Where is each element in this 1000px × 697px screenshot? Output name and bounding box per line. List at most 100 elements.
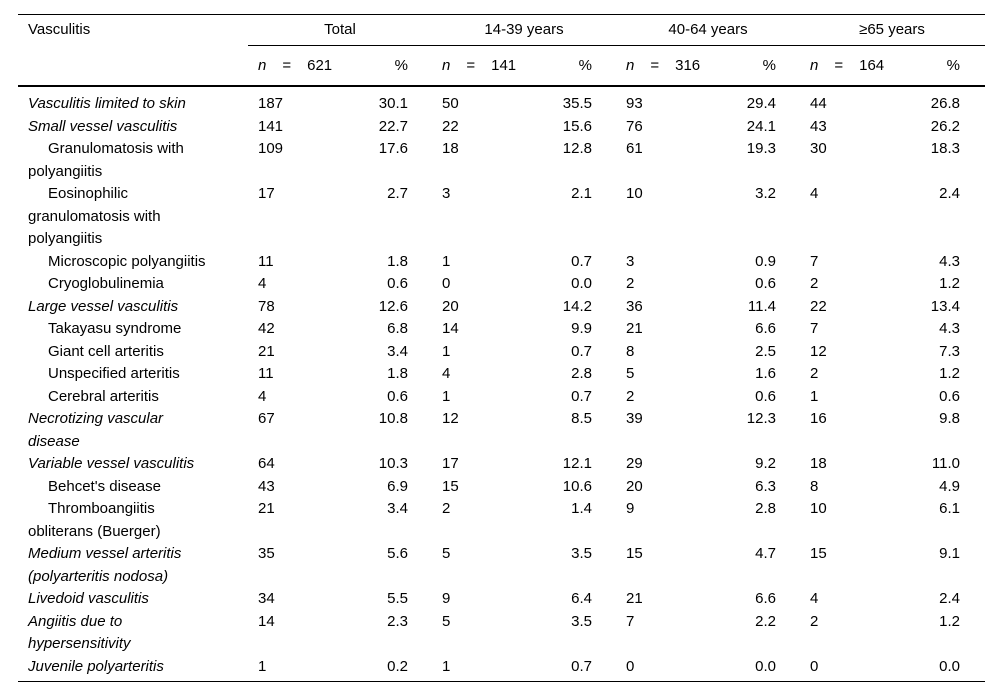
n-value: 61 xyxy=(626,140,643,157)
pct-value: 4.3 xyxy=(939,252,960,270)
pct-value: 0.7 xyxy=(571,657,592,675)
n-value: 9 xyxy=(626,500,635,517)
pct-value: 3.4 xyxy=(387,500,408,517)
row-label: Cryoglobulinemia xyxy=(48,275,164,292)
pct-value: 30.1 xyxy=(378,95,408,112)
n-value: 5 xyxy=(442,612,451,630)
pct-header-65plus: % xyxy=(946,57,960,74)
n-value: 10 xyxy=(810,500,827,517)
n-value: 1 xyxy=(442,342,451,360)
n-count: 164 xyxy=(859,57,885,74)
row-label: Cerebral arteritis xyxy=(48,387,159,405)
pct-value: 4.7 xyxy=(755,545,776,562)
n-value: 64 xyxy=(258,455,275,472)
row-label: Unspecified arteritis xyxy=(48,365,180,382)
n-value: 2 xyxy=(810,612,819,630)
n-symbol: n xyxy=(258,57,267,74)
pct-value: 3.5 xyxy=(571,545,592,562)
vasculitis-table: Vasculitis Total 14-39 years 40-64 years… xyxy=(18,14,985,682)
pct-value: 9.1 xyxy=(939,545,960,562)
pct-value: 1.8 xyxy=(387,252,408,270)
table-row: Cryoglobulinemia 4 0.6 0 0.0 2 0.6 2 1.2 xyxy=(18,273,985,296)
row-label: Angiitis due to hypersensitivity xyxy=(28,612,131,653)
pct-value: 22.7 xyxy=(378,117,408,135)
table-row: Behcet's disease 43 6.9 15 10.6 20 6.3 8 4.9 xyxy=(18,476,985,499)
table-row: Medium vessel arteritis (polyarteritis n… xyxy=(18,543,985,588)
pct-value: 4.3 xyxy=(939,320,960,337)
n-value: 1 xyxy=(258,657,267,675)
n-value: 4 xyxy=(810,590,819,607)
pct-value: 0.7 xyxy=(571,342,592,360)
table-header-counts: n = 621 % n = 141 % n = 316 % n = 164 xyxy=(18,46,985,87)
pct-value: 1.2 xyxy=(939,365,960,382)
pct-value: 6.3 xyxy=(755,477,776,495)
n-symbol: n xyxy=(626,57,635,74)
pct-value: 12.6 xyxy=(378,297,408,315)
n-value: 3 xyxy=(626,252,635,270)
n-header-65plus: n = 164 xyxy=(800,57,895,74)
pct-value: 1.8 xyxy=(387,365,408,382)
n-value: 14 xyxy=(442,320,459,337)
n-value: 21 xyxy=(626,320,643,337)
row-label: Behcet's disease xyxy=(48,477,161,495)
n-value: 8 xyxy=(810,477,819,495)
pct-value: 2.3 xyxy=(387,612,408,630)
n-value: 5 xyxy=(626,365,635,382)
n-value: 21 xyxy=(258,500,275,517)
pct-value: 10.3 xyxy=(378,455,408,472)
table-row: Large vessel vasculitis 78 12.6 20 14.2 36 11… xyxy=(18,296,985,319)
pct-value: 6.4 xyxy=(571,590,592,607)
n-value: 0 xyxy=(810,657,819,675)
pct-value: 1.4 xyxy=(571,500,592,517)
table-row: Juvenile polyarteritis 1 0.2 1 0.7 0 0.0 0 0.0 xyxy=(18,656,985,679)
table-row: Microscopic polyangiitis 11 1.8 1 0.7 3 0.9 7 4… xyxy=(18,251,985,274)
n-value: 16 xyxy=(810,410,827,427)
n-value: 2 xyxy=(442,500,451,517)
equals-sign: = xyxy=(282,57,292,74)
n-value: 42 xyxy=(258,320,275,337)
pct-value: 6.6 xyxy=(755,320,776,337)
n-value: 34 xyxy=(258,590,275,607)
n-value: 12 xyxy=(442,410,459,427)
pct-header-14-39: % xyxy=(578,57,592,74)
pct-value: 0.7 xyxy=(571,252,592,270)
pct-value: 18.3 xyxy=(930,140,960,157)
group-header-65plus: ≥65 years xyxy=(859,21,925,38)
row-label: Microscopic polyangiitis xyxy=(48,252,206,270)
n-value: 11 xyxy=(258,252,274,270)
n-value: 50 xyxy=(442,95,459,112)
table-row: Necrotizing vascular disease 67 10.8 12 8.5… xyxy=(18,408,985,453)
n-symbol: n xyxy=(442,57,451,74)
n-value: 187 xyxy=(258,95,284,112)
n-value: 20 xyxy=(442,297,459,315)
pct-value: 26.8 xyxy=(930,95,960,112)
n-value: 67 xyxy=(258,410,275,427)
n-value: 18 xyxy=(442,140,459,157)
table-row: Cerebral arteritis 4 0.6 1 0.7 2 0.6 1 0.6 xyxy=(18,386,985,409)
pct-value: 12.8 xyxy=(562,140,592,157)
table-row: Variable vessel vasculitis 64 10.3 17 12.1 2… xyxy=(18,453,985,476)
n-value: 8 xyxy=(626,342,635,360)
row-label: Juvenile polyarteritis xyxy=(28,657,164,675)
pct-value: 6.8 xyxy=(387,320,408,337)
pct-value: 15.6 xyxy=(562,117,592,135)
row-label: Livedoid vasculitis xyxy=(28,590,149,607)
n-count: 141 xyxy=(491,57,517,74)
n-value: 93 xyxy=(626,95,643,112)
n-value: 39 xyxy=(626,410,643,427)
pct-value: 0.6 xyxy=(939,387,960,405)
pct-value: 2.1 xyxy=(571,185,592,202)
table-row: Unspecified arteritis 11 1.8 4 2.8 5 1.6 2 1.2 xyxy=(18,363,985,386)
pct-value: 2.7 xyxy=(387,185,408,202)
n-value: 35 xyxy=(258,545,275,562)
pct-value: 1.6 xyxy=(755,365,776,382)
pct-value: 2.4 xyxy=(939,185,960,202)
table-row: Angiitis due to hypersensitivity 14 2.3 5 3… xyxy=(18,611,985,656)
n-value: 15 xyxy=(442,477,459,495)
n-header-40-64: n = 316 xyxy=(616,57,711,74)
n-value: 15 xyxy=(810,545,827,562)
n-value: 21 xyxy=(626,590,643,607)
pct-value: 14.2 xyxy=(562,297,592,315)
stub-header: Vasculitis xyxy=(28,21,91,38)
